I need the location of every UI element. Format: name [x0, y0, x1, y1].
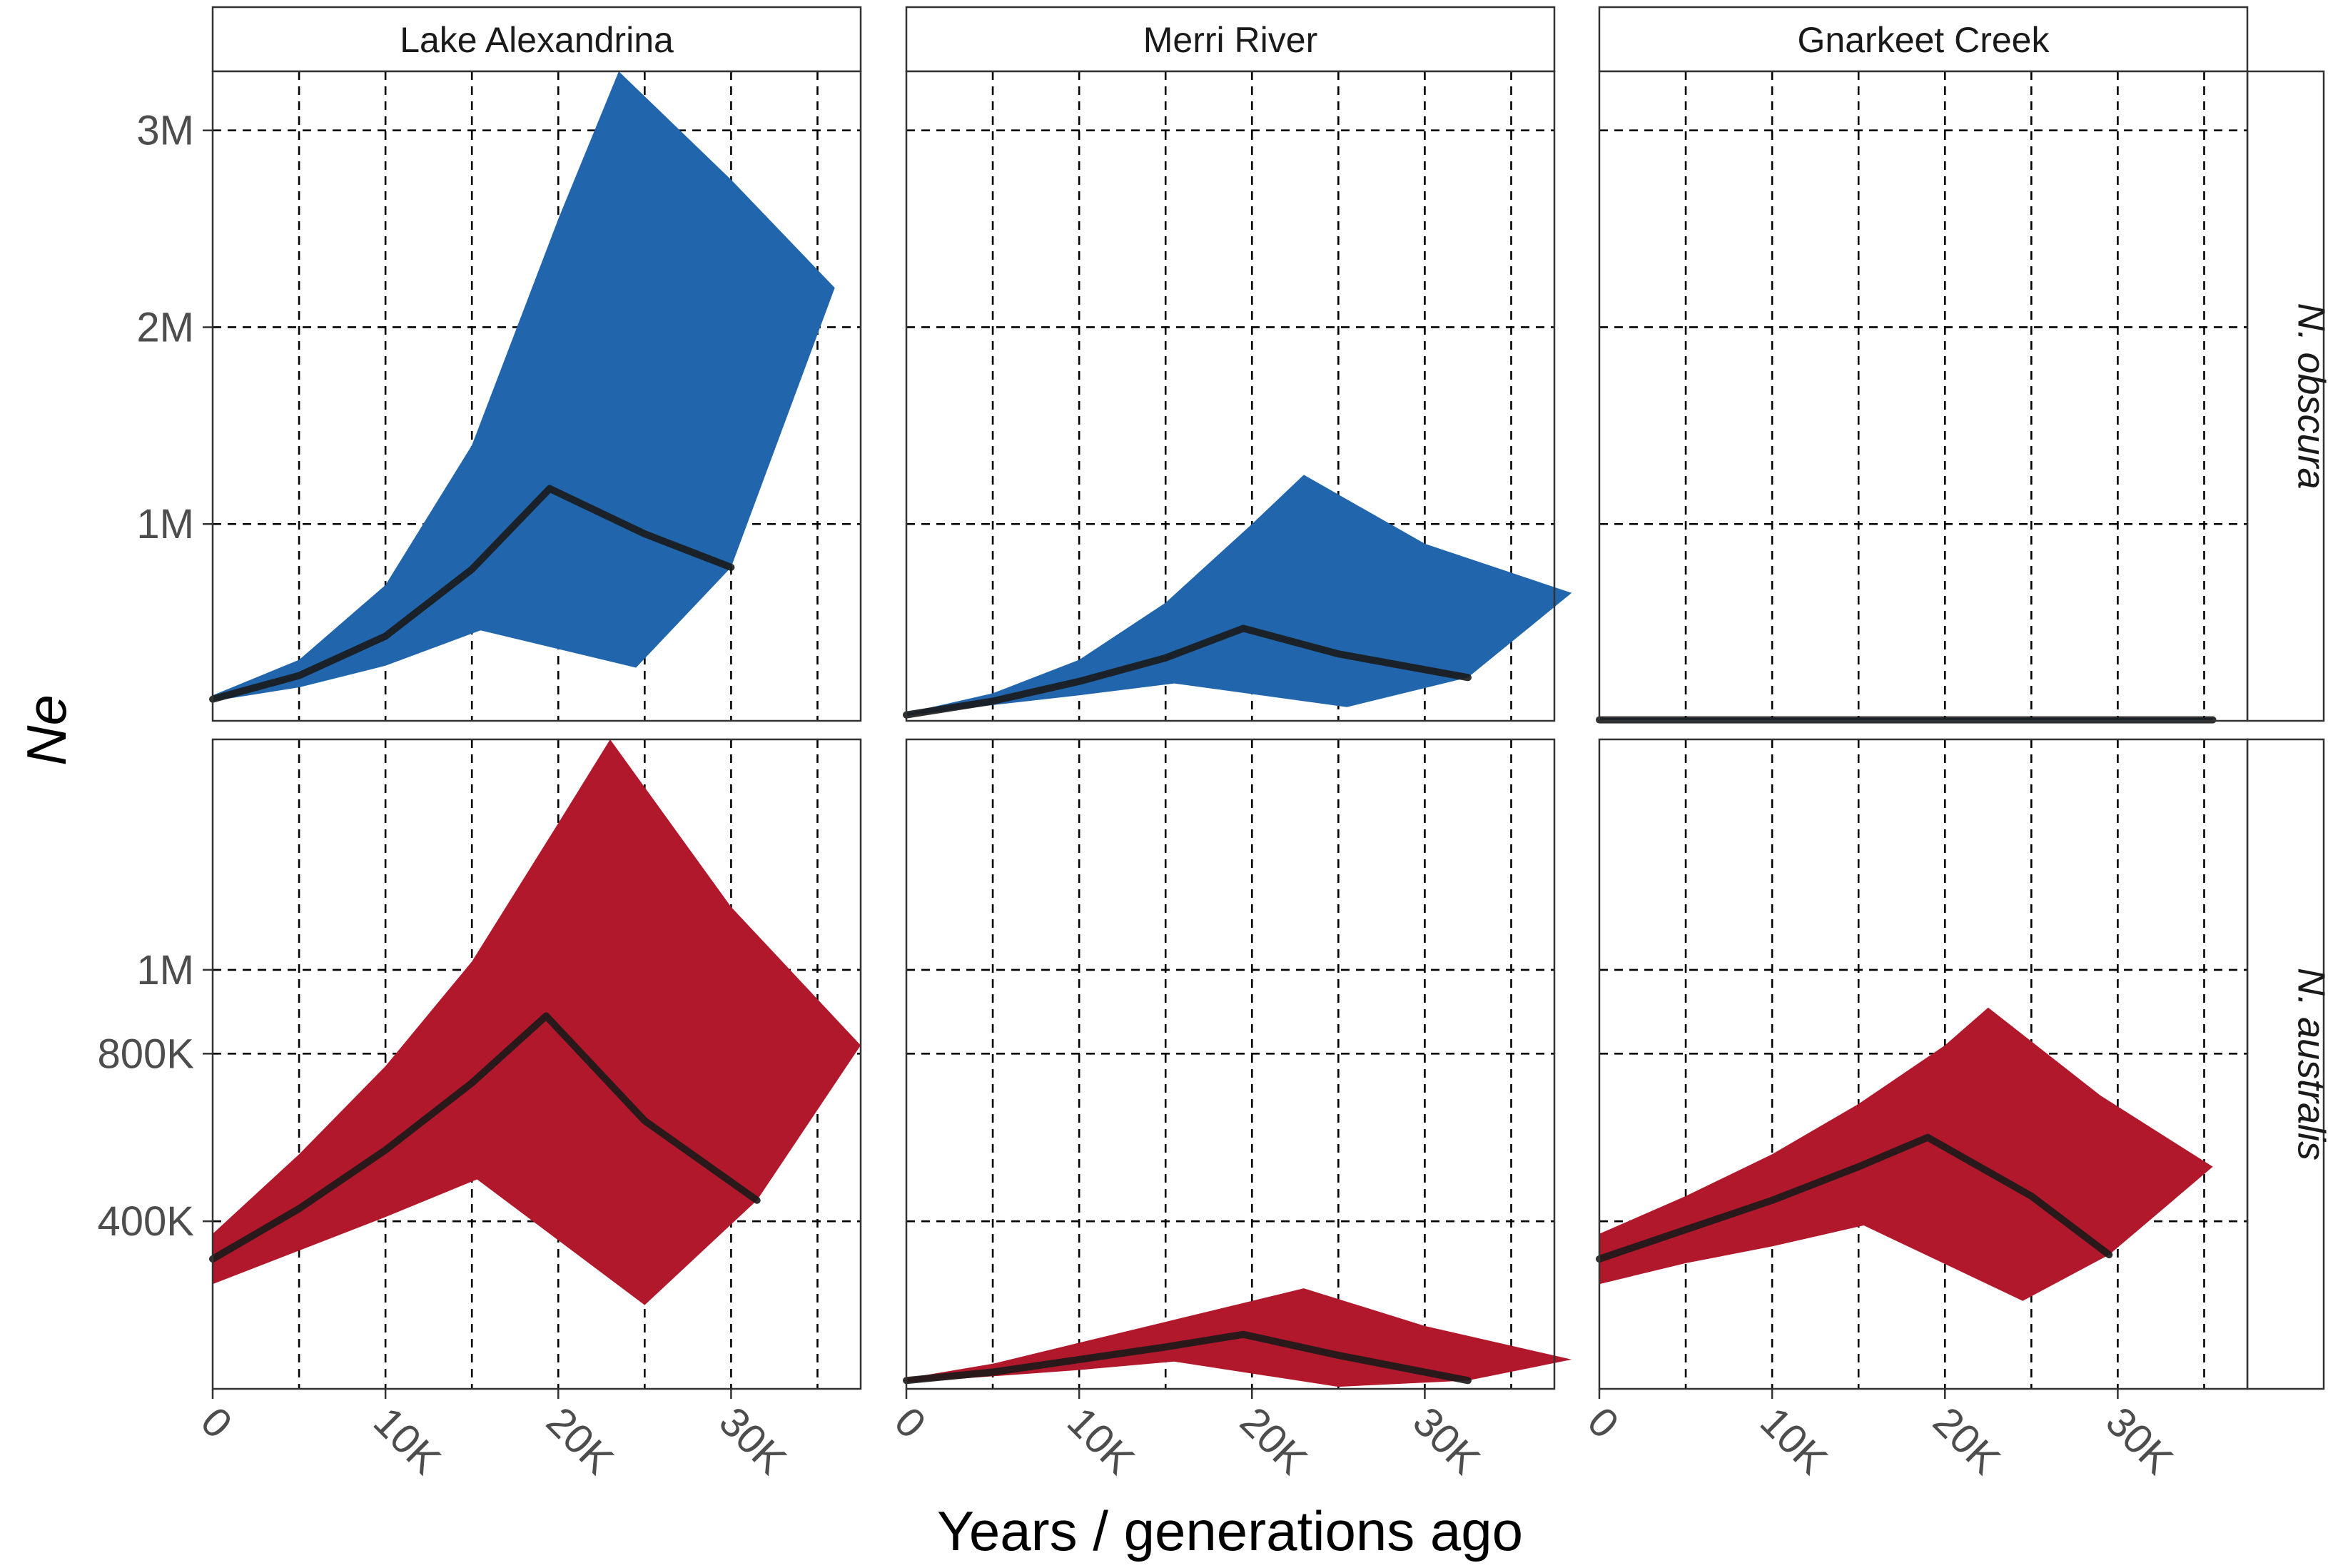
panel-bg-merri-river-n-australis	[906, 739, 1554, 1389]
facet-label-gnarkeet-creek: Gnarkeet Creek	[1798, 20, 2050, 60]
x-axis-title: Years / generations ago	[937, 1499, 1523, 1562]
x-tick-label: 20K	[537, 1398, 622, 1483]
x-tick-label: 10K	[365, 1398, 450, 1483]
row-label-n-australis: N. australis	[2290, 968, 2328, 1160]
x-tick-label: 10K	[1751, 1398, 1836, 1483]
panel-bg-gnarkeet-creek-n-obscura	[1599, 71, 2247, 721]
y-tick-label: 2M	[136, 304, 194, 350]
x-tick-label: 30K	[2097, 1398, 2182, 1483]
x-tick-label: 0	[192, 1398, 241, 1447]
x-tick-label: 0	[1579, 1398, 1628, 1447]
y-axis-title: Ne	[15, 694, 78, 766]
x-tick-label: 30K	[1404, 1398, 1489, 1483]
facet-label-lake-alexandrina: Lake Alexandrina	[400, 20, 674, 60]
y-tick-label: 400K	[98, 1198, 195, 1245]
row-label-n-obscura: N. obscura	[2290, 303, 2328, 489]
x-tick-label: 0	[886, 1398, 935, 1447]
x-tick-label: 10K	[1058, 1398, 1143, 1483]
facet-label-merri-river: Merri River	[1143, 20, 1317, 60]
x-tick-label: 20K	[1924, 1398, 2009, 1483]
y-tick-label: 1M	[136, 947, 194, 993]
x-tick-label: 30K	[710, 1398, 795, 1483]
y-tick-label: 3M	[136, 108, 194, 154]
y-tick-label: 800K	[98, 1031, 195, 1077]
y-tick-label: 1M	[136, 501, 194, 547]
x-tick-label: 20K	[1231, 1398, 1316, 1483]
